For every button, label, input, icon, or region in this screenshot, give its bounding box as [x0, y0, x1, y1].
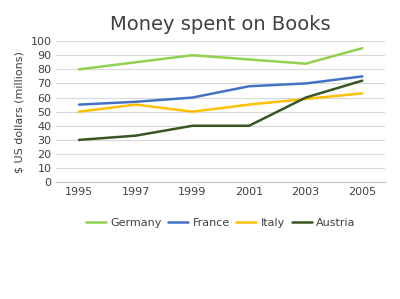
Austria — [303, 96, 308, 99]
Title: Money spent on Books: Money spent on Books — [110, 15, 331, 34]
Germany — [247, 58, 252, 61]
Germany — [77, 68, 82, 71]
France — [303, 82, 308, 85]
Germany — [303, 62, 308, 65]
France — [133, 100, 138, 103]
Austria — [190, 124, 195, 128]
Germany — [133, 60, 138, 64]
Germany — [190, 54, 195, 57]
Austria — [247, 124, 252, 128]
Italy — [303, 97, 308, 101]
Italy — [360, 91, 365, 95]
Line: France: France — [79, 76, 362, 105]
Legend: Germany, France, Italy, Austria: Germany, France, Italy, Austria — [81, 213, 360, 232]
Italy — [133, 103, 138, 106]
France — [360, 74, 365, 78]
Austria — [360, 79, 365, 83]
France — [77, 103, 82, 106]
Italy — [77, 110, 82, 113]
France — [247, 85, 252, 88]
Line: Italy: Italy — [79, 93, 362, 112]
Line: Germany: Germany — [79, 48, 362, 69]
Italy — [247, 103, 252, 106]
France — [190, 96, 195, 99]
Line: Austria: Austria — [79, 81, 362, 140]
Italy — [190, 110, 195, 113]
Austria — [77, 138, 82, 142]
Y-axis label: $ US dollars (millions): $ US dollars (millions) — [15, 51, 25, 173]
Austria — [133, 134, 138, 138]
Germany — [360, 46, 365, 50]
